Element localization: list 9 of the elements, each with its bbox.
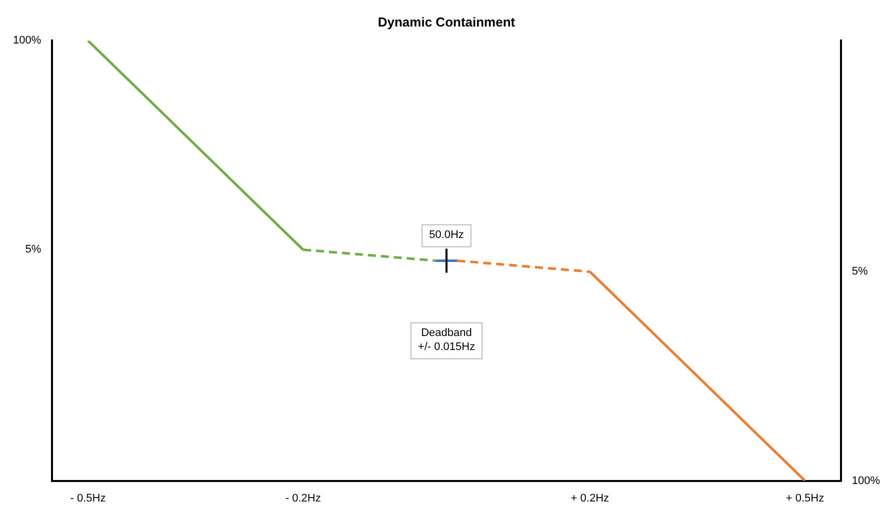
x-tick-label: + 0.5Hz [786, 492, 824, 504]
x-tick-label: + 0.2Hz [570, 492, 610, 504]
x-tick-label: - 0.5Hz [70, 492, 106, 504]
chart-title: Dynamic Containment [378, 14, 516, 30]
annotation: 50.0Hz [429, 229, 464, 242]
y2-tick-label: 100% [852, 474, 880, 487]
y2-tick-label: 5% [852, 266, 868, 278]
annotation: Deadband +/- 0.015Hz [418, 327, 476, 354]
x-tick-label: - 0.2Hz [285, 492, 321, 504]
